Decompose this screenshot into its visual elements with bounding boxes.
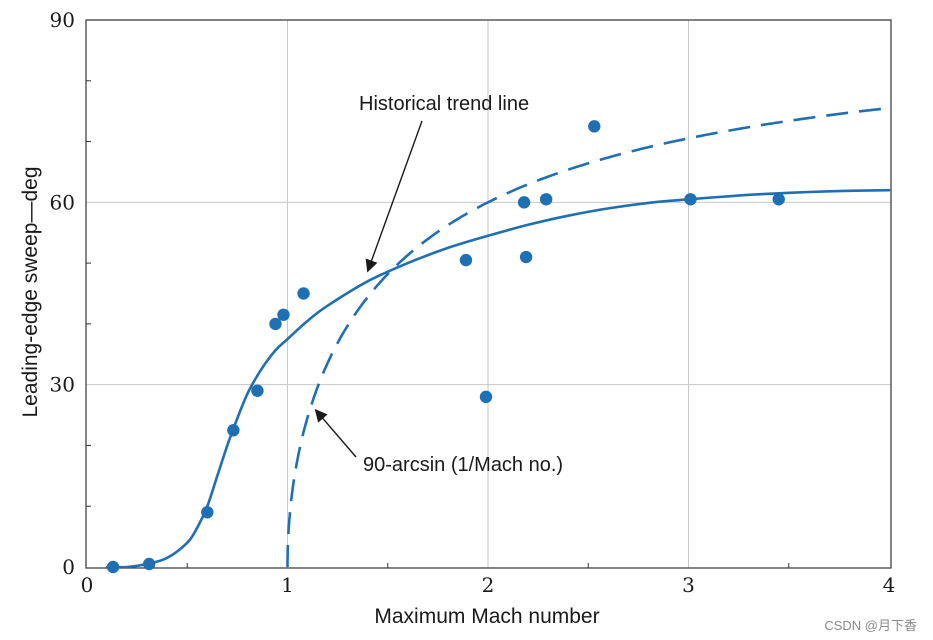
y-axis-label: Leading-edge sweep—deg	[19, 166, 42, 417]
axes	[85, 19, 892, 569]
annotation-trend-line: Historical trend line	[359, 93, 529, 115]
data-point	[142, 557, 156, 571]
data-point	[251, 384, 264, 397]
data-point	[684, 193, 697, 206]
x-tick-label: 2	[482, 573, 495, 597]
y-tick-label: 90	[50, 8, 75, 32]
x-tick-label: 3	[682, 573, 695, 597]
data-point	[519, 250, 533, 264]
tick-labels: 0 30 60 90 0 1 2 3 4	[50, 8, 896, 597]
x-axis-label: Maximum Mach number	[374, 605, 599, 628]
trend-line	[105, 188, 891, 568]
data-point	[517, 196, 531, 209]
data-point	[539, 193, 553, 206]
x-tick-label: 4	[883, 573, 896, 597]
annotation-arcsin: 90-arcsin (1/Mach no.)	[363, 454, 563, 476]
x-tick-label: 0	[81, 573, 94, 597]
watermark-text: CSDN @月下香	[824, 618, 917, 633]
annotation-arrow	[365, 120, 423, 273]
plot-frame	[85, 19, 892, 569]
y-tick-label: 0	[62, 555, 75, 579]
data-point	[459, 253, 473, 267]
data-point	[297, 287, 310, 300]
y-tick-label: 30	[50, 373, 75, 397]
annotation-arrow	[314, 408, 357, 458]
data-point	[269, 317, 282, 331]
data-point	[277, 308, 290, 321]
data-point	[106, 560, 120, 574]
data-point	[772, 193, 785, 206]
data-point	[201, 506, 214, 519]
arcsin-curve	[286, 106, 890, 567]
annotations: Historical trend line 90-arcsin (1/Mach n…	[314, 93, 563, 476]
curves	[105, 106, 891, 568]
x-tick-label: 1	[281, 573, 294, 597]
y-tick-label: 60	[50, 190, 75, 214]
data-points	[106, 120, 785, 574]
data-point	[227, 424, 240, 437]
data-point	[479, 390, 493, 404]
data-point	[588, 120, 601, 133]
